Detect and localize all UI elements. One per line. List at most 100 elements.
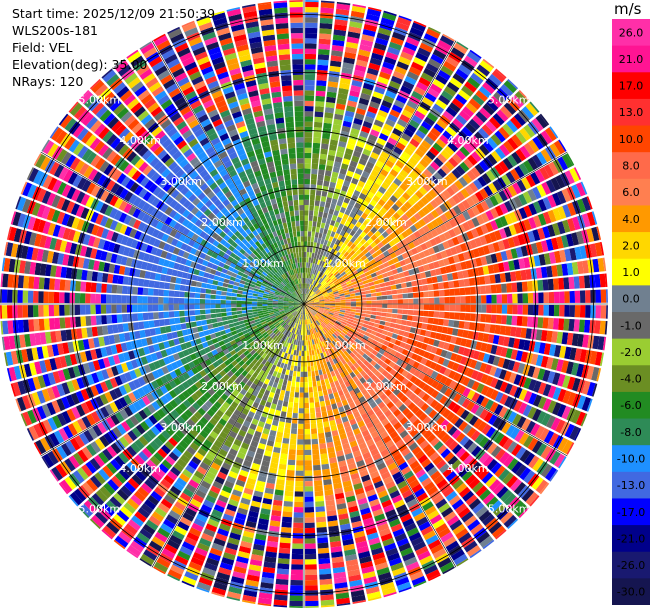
- velocity-gate: [362, 29, 376, 37]
- velocity-gate: [379, 393, 388, 401]
- velocity-gate: [313, 464, 321, 471]
- velocity-gate: [346, 170, 354, 178]
- velocity-gate: [301, 345, 304, 351]
- velocity-gate: [304, 356, 307, 362]
- velocity-gate: [325, 165, 333, 172]
- velocity-gate: [280, 389, 286, 396]
- velocity-gate: [313, 269, 317, 275]
- velocity-gate: [360, 238, 367, 245]
- velocity-gate: [548, 291, 555, 303]
- velocity-gate: [378, 278, 385, 284]
- velocity-gate: [304, 267, 306, 273]
- velocity-gate: [387, 137, 398, 146]
- velocity-gate: [380, 168, 389, 177]
- velocity-gate: [332, 226, 338, 233]
- velocity-gate: [465, 122, 477, 134]
- velocity-gate: [508, 337, 515, 348]
- velocity-gate: [490, 389, 499, 401]
- velocity-gate: [561, 188, 572, 203]
- velocity-gate: [408, 393, 417, 402]
- velocity-gate: [505, 424, 516, 437]
- velocity-gate: [428, 247, 436, 255]
- velocity-gate: [389, 168, 399, 178]
- velocity-gate: [411, 152, 422, 162]
- velocity-gate: [540, 130, 553, 145]
- velocity-gate: [328, 149, 336, 156]
- velocity-gate: [440, 149, 451, 160]
- velocity-gate: [402, 80, 415, 90]
- velocity-gate: [535, 354, 544, 367]
- velocity-gate: [454, 418, 464, 428]
- velocity-gate: [495, 147, 506, 160]
- velocity-gate: [325, 270, 331, 276]
- velocity-gate: [322, 321, 328, 326]
- velocity-gate: [104, 547, 120, 561]
- velocity-gate: [292, 527, 304, 534]
- velocity-gate: [502, 358, 511, 370]
- velocity-gate: [387, 462, 398, 471]
- velocity-gate: [475, 111, 488, 123]
- velocity-gate: [339, 394, 346, 402]
- velocity-gate: [131, 566, 147, 579]
- velocity-gate: [487, 334, 495, 344]
- velocity-gate: [553, 453, 566, 468]
- velocity-gate: [319, 158, 327, 165]
- velocity-gate: [387, 485, 398, 495]
- velocity-gate: [435, 226, 443, 235]
- velocity-gate: [307, 296, 312, 301]
- velocity-gate: [455, 337, 462, 346]
- velocity-gate: [325, 234, 330, 241]
- velocity-gate: [336, 151, 344, 158]
- velocity-gate: [408, 358, 416, 367]
- velocity-gate: [323, 117, 333, 124]
- velocity-gate: [434, 304, 440, 311]
- velocity-gate: [311, 433, 318, 440]
- velocity-gate: [372, 91, 384, 100]
- velocity-gate: [315, 195, 321, 201]
- velocity-gate: [424, 406, 434, 416]
- velocity-gate: [344, 294, 351, 298]
- velocity-gate: [318, 309, 324, 313]
- velocity-gate: [523, 339, 531, 351]
- velocity-gate: [381, 312, 387, 317]
- velocity-gate: [328, 281, 334, 286]
- velocity-gate: [314, 111, 324, 118]
- velocity-gate: [354, 455, 364, 463]
- velocity-gate: [590, 417, 601, 433]
- velocity-gate: [387, 113, 398, 123]
- velocity-gate: [328, 76, 339, 83]
- velocity-gate: [375, 315, 382, 320]
- velocity-gate: [528, 379, 537, 391]
- velocity-gate: [304, 304, 308, 308]
- velocity-gate: [397, 480, 408, 490]
- velocity-gate: [336, 228, 342, 235]
- velocity-gate: [305, 595, 319, 601]
- velocity-gate: [517, 362, 526, 374]
- velocity-gate: [319, 286, 325, 291]
- velocity-gate: [487, 354, 496, 365]
- velocity-gate: [309, 199, 315, 206]
- velocity-gate: [418, 76, 431, 87]
- velocity-gate: [349, 229, 356, 237]
- velocity-gate: [581, 380, 591, 395]
- velocity-gate: [435, 74, 448, 85]
- velocity-gate: [304, 397, 309, 403]
- velocity-gate: [310, 311, 315, 317]
- velocity-gate: [408, 206, 417, 215]
- velocity-gate: [408, 298, 414, 304]
- velocity-gate: [343, 315, 350, 319]
- velocity-gate: [537, 382, 547, 395]
- velocity-gate: [512, 293, 518, 304]
- velocity-gate: [305, 585, 318, 591]
- velocity-gate: [310, 323, 314, 329]
- velocity-gate: [308, 300, 314, 303]
- velocity-gate: [304, 137, 313, 143]
- velocity-gate: [425, 202, 435, 212]
- velocity-gate: [421, 393, 431, 402]
- velocity-gate: [323, 283, 329, 288]
- velocity-gate: [306, 294, 309, 300]
- velocity-gate: [450, 549, 465, 561]
- velocity-gate: [494, 391, 504, 403]
- velocity-gate: [380, 257, 388, 264]
- velocity-gate: [386, 331, 394, 338]
